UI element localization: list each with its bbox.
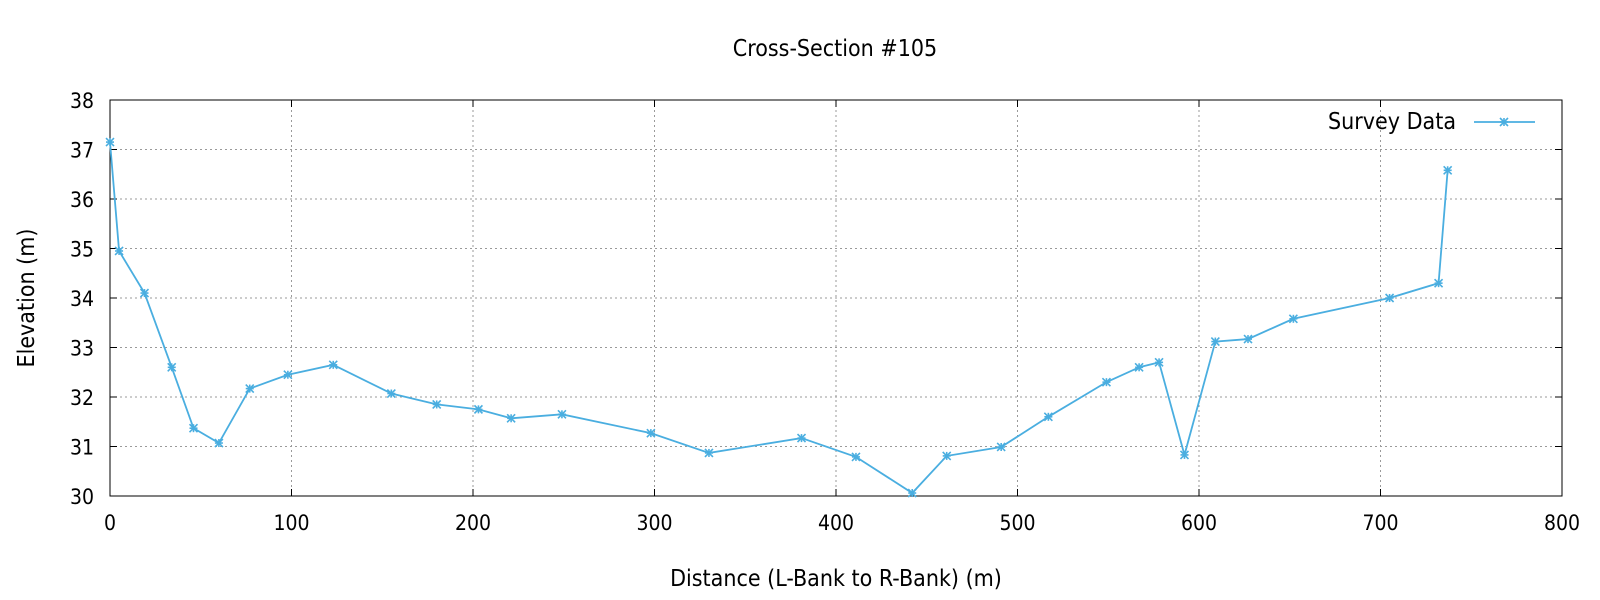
data-point [796, 433, 807, 443]
data-point [328, 360, 338, 370]
data-point [432, 399, 442, 409]
x-tick-label: 300 [636, 511, 672, 535]
y-tick-label: 30 [70, 485, 94, 509]
data-point [1043, 412, 1053, 422]
x-tick-label: 100 [273, 511, 309, 535]
x-tick-label: 200 [455, 511, 491, 535]
data-point [1101, 377, 1112, 387]
data-point [114, 246, 124, 256]
x-tick-label: 800 [1544, 511, 1580, 535]
data-point [1288, 314, 1298, 324]
data-point [942, 451, 952, 461]
x-axis-title: Distance (L-Bank to R-Bank) (m) [670, 566, 1002, 592]
y-tick-label: 36 [70, 188, 94, 212]
data-point [386, 388, 396, 399]
y-tick-label: 31 [70, 436, 94, 460]
data-point [1210, 336, 1220, 347]
data-point [1434, 278, 1444, 288]
data-point [283, 370, 293, 380]
y-tick-label: 33 [70, 337, 94, 361]
y-tick-label: 35 [70, 238, 94, 262]
data-point [105, 137, 115, 147]
y-tick-label: 38 [70, 89, 94, 113]
data-point [214, 438, 224, 448]
data-point [1385, 293, 1395, 303]
data-point [1243, 334, 1253, 344]
legend-marker [1499, 117, 1509, 127]
grid-lines [110, 100, 1562, 496]
axis-ticks: 0 100 200 300 400 500 600 700 800 30 31 32 33 34 35 36 3… [70, 89, 1580, 535]
series-survey-data [105, 137, 1453, 498]
x-tick-label: 700 [1362, 511, 1398, 535]
data-point [557, 409, 567, 419]
y-tick-label: 34 [70, 287, 94, 311]
data-point [1154, 357, 1164, 367]
data-point [646, 428, 656, 438]
x-tick-label: 500 [999, 511, 1035, 535]
data-point [704, 448, 714, 458]
data-point [1179, 450, 1190, 460]
legend-label-survey-data: Survey Data [1328, 109, 1456, 135]
x-tick-label: 400 [818, 511, 854, 535]
data-point [851, 452, 861, 462]
y-tick-label: 37 [70, 139, 94, 163]
data-point [139, 288, 150, 298]
x-tick-label: 600 [1181, 511, 1217, 535]
data-point [188, 423, 199, 433]
y-axis-title: Elevation (m) [14, 229, 40, 368]
data-point [1443, 165, 1453, 175]
y-tick-label: 32 [70, 386, 94, 410]
x-tick-label: 0 [104, 511, 116, 535]
plot-area-frame [109, 99, 1563, 497]
data-point [245, 384, 255, 394]
data-point [506, 413, 516, 423]
chart-title: Cross-Section #105 [733, 36, 937, 62]
series-line [109, 142, 1449, 495]
data-point [1499, 117, 1509, 127]
data-point [167, 362, 177, 372]
data-point [473, 404, 484, 414]
data-point [1134, 362, 1144, 372]
data-point [907, 488, 917, 498]
data-point [996, 442, 1006, 452]
legend: Survey Data [1328, 109, 1535, 135]
